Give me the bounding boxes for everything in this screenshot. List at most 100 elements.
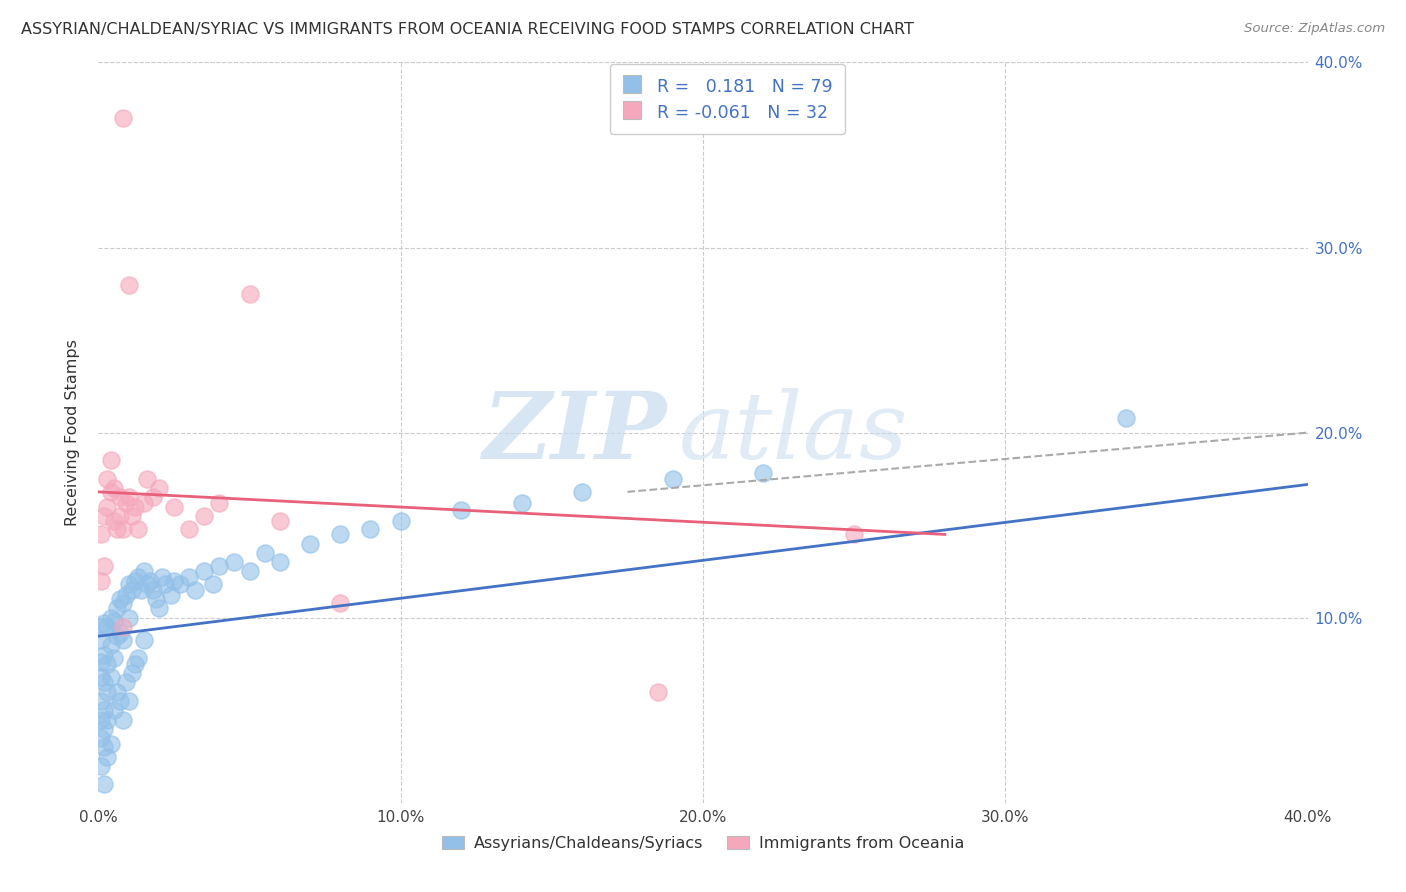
Text: ZIP: ZIP: [482, 388, 666, 477]
Point: [114, 496, 136, 510]
Point: [208, 558, 231, 573]
Point: [100, 639, 122, 653]
Point: [90, 758, 112, 772]
Point: [118, 577, 141, 591]
Point: [132, 632, 155, 647]
Point: [661, 472, 683, 486]
Point: [135, 472, 157, 486]
Point: [93, 616, 115, 631]
Point: [93, 740, 115, 755]
Text: Source: ZipAtlas.com: Source: ZipAtlas.com: [1244, 22, 1385, 36]
Point: [132, 496, 155, 510]
Point: [100, 737, 122, 751]
Point: [139, 574, 162, 588]
Point: [105, 601, 128, 615]
Legend: Assyrians/Chaldeans/Syriacs, Immigrants from Oceania: Assyrians/Chaldeans/Syriacs, Immigrants …: [436, 830, 970, 858]
Point: [129, 582, 152, 597]
Point: [118, 277, 141, 292]
Point: [108, 694, 131, 708]
Point: [96, 657, 118, 671]
Point: [145, 592, 167, 607]
Point: [96, 500, 118, 514]
Point: [184, 582, 207, 597]
Point: [1115, 410, 1137, 425]
Point: [111, 632, 134, 647]
Point: [193, 508, 215, 523]
Point: [90, 670, 112, 684]
Point: [844, 527, 866, 541]
Point: [111, 596, 134, 610]
Point: [148, 481, 170, 495]
Point: [93, 722, 115, 736]
Point: [153, 577, 176, 591]
Point: [90, 731, 112, 745]
Point: [103, 481, 125, 495]
Point: [103, 651, 125, 665]
Text: atlas: atlas: [679, 388, 908, 477]
Point: [93, 777, 115, 791]
Point: [208, 496, 231, 510]
Point: [224, 555, 246, 569]
Point: [90, 574, 112, 588]
Point: [96, 472, 118, 486]
Point: [108, 592, 131, 607]
Point: [163, 574, 186, 588]
Point: [160, 589, 183, 603]
Point: [90, 694, 112, 708]
Point: [121, 508, 143, 523]
Point: [105, 522, 128, 536]
Point: [135, 577, 157, 591]
Point: [121, 666, 143, 681]
Point: [193, 565, 215, 579]
Point: [105, 629, 128, 643]
Point: [299, 536, 322, 550]
Y-axis label: Receiving Food Stamps: Receiving Food Stamps: [65, 339, 80, 526]
Point: [121, 582, 143, 597]
Point: [111, 713, 134, 727]
Point: [127, 570, 149, 584]
Point: [105, 685, 128, 699]
Point: [169, 577, 191, 591]
Point: [571, 484, 593, 499]
Point: [132, 565, 155, 579]
Point: [93, 703, 115, 717]
Point: [108, 625, 131, 640]
Text: ASSYRIAN/CHALDEAN/SYRIAC VS IMMIGRANTS FROM OCEANIA RECEIVING FOOD STAMPS CORREL: ASSYRIAN/CHALDEAN/SYRIAC VS IMMIGRANTS F…: [21, 22, 914, 37]
Point: [103, 615, 125, 629]
Point: [100, 453, 122, 467]
Point: [93, 675, 115, 690]
Point: [111, 620, 134, 634]
Point: [90, 632, 112, 647]
Point: [329, 596, 352, 610]
Point: [90, 527, 112, 541]
Point: [127, 522, 149, 536]
Point: [111, 111, 134, 125]
Point: [90, 620, 112, 634]
Point: [90, 655, 112, 669]
Point: [647, 685, 669, 699]
Point: [100, 670, 122, 684]
Point: [389, 515, 412, 529]
Point: [450, 503, 472, 517]
Point: [124, 657, 146, 671]
Point: [96, 749, 118, 764]
Point: [269, 555, 291, 569]
Point: [103, 703, 125, 717]
Point: [124, 574, 146, 588]
Point: [111, 522, 134, 536]
Point: [150, 570, 173, 584]
Point: [108, 491, 131, 505]
Point: [93, 508, 115, 523]
Point: [118, 491, 141, 505]
Point: [163, 500, 186, 514]
Point: [329, 527, 352, 541]
Point: [118, 610, 141, 624]
Point: [179, 522, 201, 536]
Point: [96, 685, 118, 699]
Point: [179, 570, 201, 584]
Point: [202, 577, 225, 591]
Point: [148, 601, 170, 615]
Point: [114, 589, 136, 603]
Point: [752, 467, 775, 481]
Point: [100, 610, 122, 624]
